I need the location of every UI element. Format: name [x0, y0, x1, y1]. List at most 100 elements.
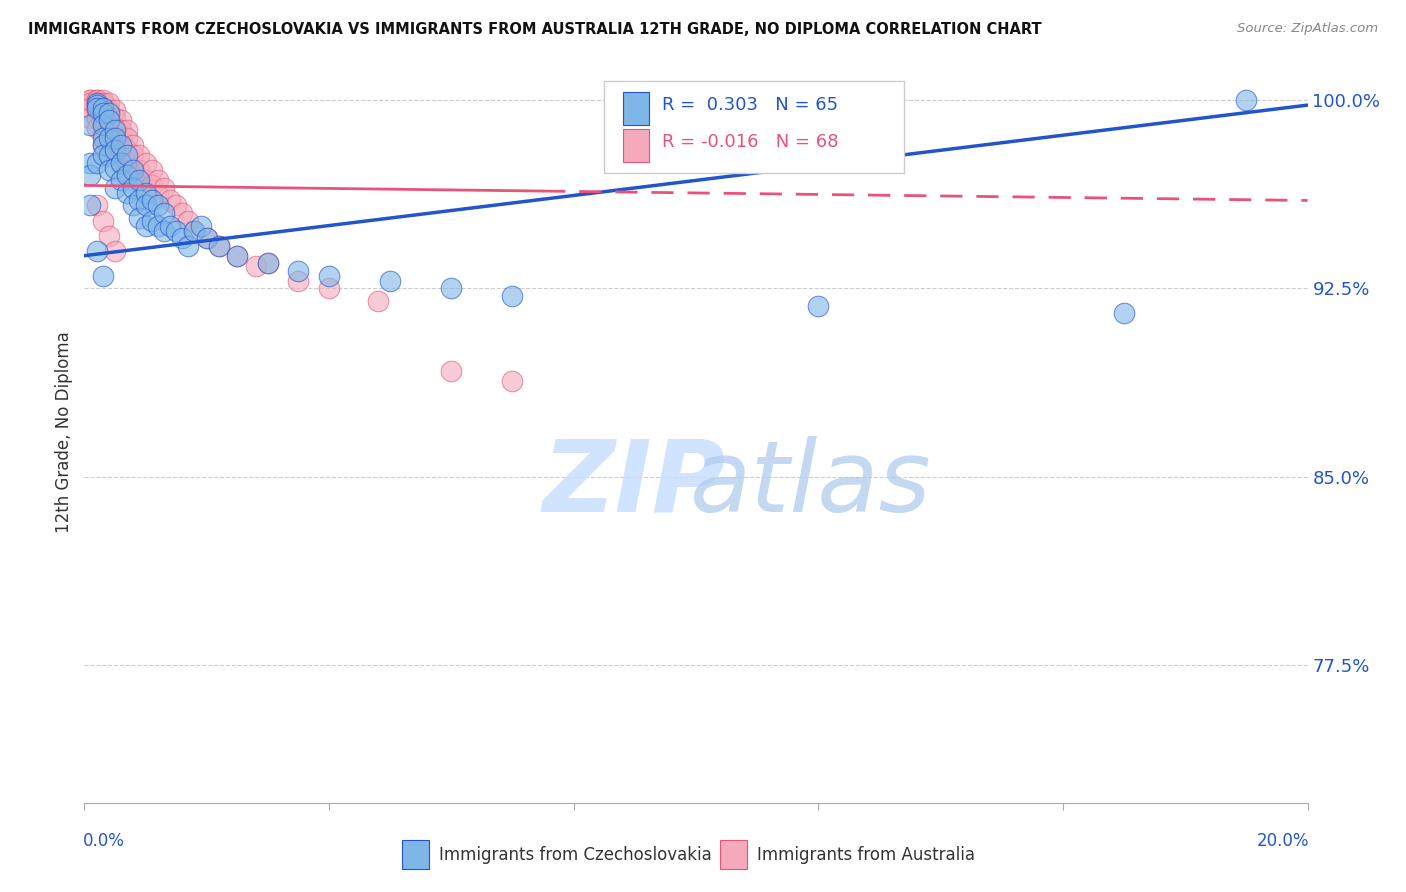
Point — [153, 206, 176, 220]
Point — [183, 224, 205, 238]
Point — [380, 274, 402, 288]
Point — [141, 178, 163, 193]
Point — [91, 148, 114, 162]
Point — [208, 238, 231, 252]
Bar — [720, 840, 748, 870]
Point — [122, 181, 145, 195]
Point — [91, 105, 114, 120]
Point — [1114, 306, 1136, 320]
Point — [122, 163, 145, 178]
Point — [122, 138, 145, 153]
Point — [135, 219, 157, 233]
Point — [86, 103, 108, 117]
Point — [79, 118, 101, 132]
Point — [86, 120, 108, 135]
Point — [97, 103, 120, 117]
Point — [115, 186, 138, 200]
Point — [141, 163, 163, 178]
Point — [97, 228, 120, 243]
Point — [135, 198, 157, 212]
Point — [159, 219, 181, 233]
Point — [128, 194, 150, 208]
Point — [97, 95, 120, 110]
Point — [153, 224, 176, 238]
Point — [104, 130, 127, 145]
Point — [86, 93, 108, 107]
Point — [79, 198, 101, 212]
Point — [110, 173, 132, 187]
Point — [91, 93, 114, 107]
Point — [104, 143, 127, 157]
Point — [79, 101, 101, 115]
Point — [91, 138, 114, 153]
Point — [79, 111, 101, 125]
Point — [86, 98, 108, 112]
Point — [172, 206, 194, 220]
Point — [122, 161, 145, 175]
Point — [135, 156, 157, 170]
Point — [86, 156, 108, 170]
Point — [257, 256, 280, 270]
Text: R =  0.303   N = 65: R = 0.303 N = 65 — [662, 96, 838, 114]
Point — [104, 161, 127, 175]
Point — [79, 93, 101, 107]
Point — [97, 123, 120, 137]
Point — [177, 238, 200, 252]
Point — [115, 123, 138, 137]
Point — [208, 238, 231, 252]
Point — [110, 156, 132, 170]
Point — [110, 143, 132, 157]
FancyBboxPatch shape — [605, 81, 904, 173]
Bar — [623, 129, 650, 162]
Point — [104, 244, 127, 258]
Text: IMMIGRANTS FROM CZECHOSLOVAKIA VS IMMIGRANTS FROM AUSTRALIA 12TH GRADE, NO DIPLO: IMMIGRANTS FROM CZECHOSLOVAKIA VS IMMIGR… — [28, 22, 1042, 37]
Point — [91, 118, 114, 132]
Point — [97, 105, 120, 120]
Point — [104, 143, 127, 157]
Point — [177, 213, 200, 227]
Y-axis label: 12th Grade, No Diploma: 12th Grade, No Diploma — [55, 332, 73, 533]
Point — [97, 111, 120, 125]
Point — [807, 299, 830, 313]
Point — [245, 259, 267, 273]
Bar — [402, 840, 429, 870]
Text: 0.0%: 0.0% — [83, 832, 125, 850]
Text: ZIP: ZIP — [543, 436, 725, 533]
Point — [91, 95, 114, 110]
Point — [79, 95, 101, 110]
Point — [128, 148, 150, 162]
Point — [128, 163, 150, 178]
Point — [104, 103, 127, 117]
Point — [195, 231, 218, 245]
Point — [135, 173, 157, 187]
Point — [141, 194, 163, 208]
Point — [318, 281, 340, 295]
Point — [86, 95, 108, 110]
Point — [128, 211, 150, 225]
Point — [97, 113, 120, 128]
Point — [91, 268, 114, 283]
Point — [86, 198, 108, 212]
Point — [115, 143, 138, 157]
Point — [104, 111, 127, 125]
Point — [110, 123, 132, 137]
Text: atlas: atlas — [690, 436, 932, 533]
Point — [183, 224, 205, 238]
Point — [502, 374, 524, 388]
Point — [79, 156, 101, 170]
Point — [104, 130, 127, 145]
Point — [110, 113, 132, 128]
Point — [110, 138, 132, 153]
Text: Source: ZipAtlas.com: Source: ZipAtlas.com — [1237, 22, 1378, 36]
Point — [104, 123, 127, 137]
Point — [128, 173, 150, 187]
Point — [97, 163, 120, 178]
Point — [440, 281, 463, 295]
Point — [165, 198, 187, 212]
Point — [159, 194, 181, 208]
Point — [141, 213, 163, 227]
Point — [367, 293, 389, 308]
Point — [115, 148, 138, 162]
Point — [122, 148, 145, 162]
Point — [86, 101, 108, 115]
